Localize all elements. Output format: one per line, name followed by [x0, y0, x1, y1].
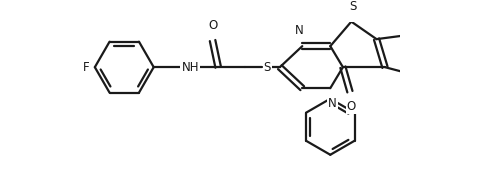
Text: F: F	[83, 61, 90, 74]
Text: NH: NH	[182, 61, 199, 74]
Text: N: N	[328, 97, 337, 110]
Text: S: S	[349, 0, 356, 12]
Text: O: O	[208, 19, 217, 32]
Text: S: S	[264, 61, 271, 74]
Text: O: O	[347, 100, 356, 113]
Text: N: N	[295, 24, 304, 37]
